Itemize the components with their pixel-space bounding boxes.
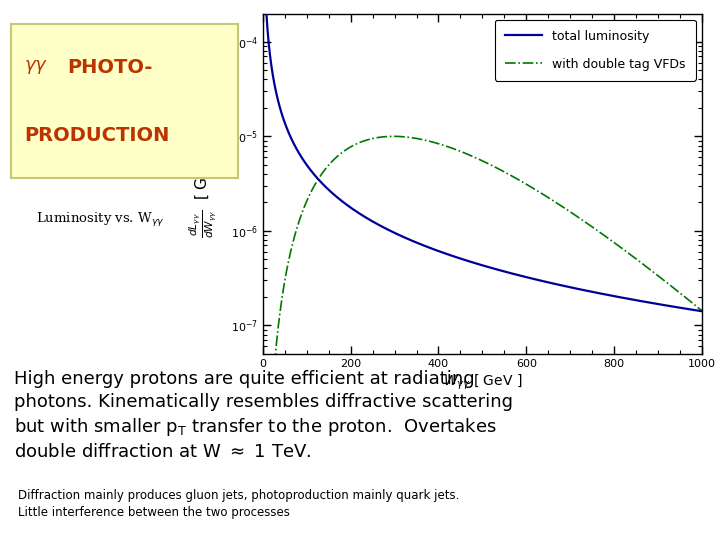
Text: Diffraction mainly produces gluon jets, photoproduction mainly quark jets.
Littl: Diffraction mainly produces gluon jets, … xyxy=(18,489,459,519)
Text: $\gamma\gamma$: $\gamma\gamma$ xyxy=(24,58,48,76)
Text: Luminosity vs. W$_{\gamma\gamma}$: Luminosity vs. W$_{\gamma\gamma}$ xyxy=(36,211,164,228)
X-axis label: $W_{\gamma\gamma}$ [ GeV ]: $W_{\gamma\gamma}$ [ GeV ] xyxy=(443,373,522,392)
Text: PRODUCTION: PRODUCTION xyxy=(24,126,170,145)
Text: High energy protons are quite efficient at radiating
photons. Kinematically rese: High energy protons are quite efficient … xyxy=(14,370,513,461)
Y-axis label: $\frac{dL_{\gamma\gamma}}{dW_{\gamma\gamma}}$  [ GeV$^{-1}$ ]: $\frac{dL_{\gamma\gamma}}{dW_{\gamma\gam… xyxy=(188,130,220,238)
Text: PHOTO-: PHOTO- xyxy=(68,58,153,77)
Legend: total luminosity, with double tag VFDs: total luminosity, with double tag VFDs xyxy=(495,20,696,81)
